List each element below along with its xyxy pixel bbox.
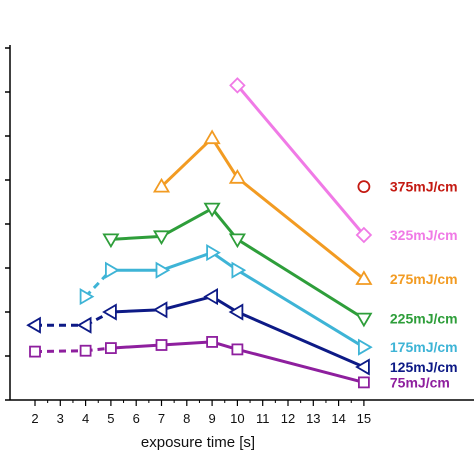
series-segment <box>110 308 162 314</box>
series-375mJ/cm <box>357 180 371 194</box>
series-75mJ/cm <box>29 336 370 389</box>
data-point-triangle-right <box>155 261 171 279</box>
data-point-square <box>79 344 92 357</box>
x-tick-label: 9 <box>208 411 215 426</box>
data-point-square <box>231 343 244 356</box>
data-point-diamond <box>355 226 373 244</box>
data-point-square <box>105 342 117 354</box>
series-segment <box>237 347 365 384</box>
data-point-circle <box>357 180 371 194</box>
data-point-triangle-right <box>231 261 247 279</box>
data-point-triangle-down <box>228 233 246 249</box>
x-tick-label: 8 <box>183 411 190 426</box>
data-point-triangle-left <box>102 303 117 321</box>
data-point-square <box>357 376 370 389</box>
data-point-triangle-left <box>26 316 41 334</box>
legend-label: 275mJ/cm <box>390 271 458 287</box>
data-point-square <box>155 339 168 351</box>
data-point-triangle-up <box>203 129 221 145</box>
data-point-triangle-right <box>206 244 221 262</box>
legend-label: 375mJ/cm <box>390 179 458 195</box>
series-segment <box>110 234 162 241</box>
x-tick-label: 13 <box>306 411 320 426</box>
series-segment <box>160 207 213 238</box>
series-175mJ/cm <box>79 244 373 356</box>
data-point-triangle-down <box>355 312 373 328</box>
data-point-triangle-up <box>152 177 171 193</box>
x-tick-label: 6 <box>133 411 140 426</box>
x-axis-title: exposure time [s] <box>141 434 255 451</box>
x-tick-label: 4 <box>82 411 89 426</box>
data-point-triangle-down <box>152 230 171 246</box>
x-tick-label: 3 <box>57 411 64 426</box>
data-point-triangle-down <box>203 202 221 218</box>
series-segment <box>161 340 213 347</box>
data-point-diamond <box>229 77 246 94</box>
x-tick-label: 7 <box>158 411 165 426</box>
data-point-triangle-right <box>357 338 373 356</box>
y-axis-ticks <box>5 47 10 401</box>
data-point-triangle-left <box>203 288 219 306</box>
data-point-triangle-down <box>102 233 120 249</box>
legend-label: 325mJ/cm <box>390 227 458 243</box>
series-segment <box>236 268 365 349</box>
series-segment <box>236 310 365 369</box>
series-layer <box>26 77 373 389</box>
legend-label: 175mJ/cm <box>390 339 458 355</box>
series-segment <box>236 238 365 320</box>
x-tick-label: 14 <box>331 411 345 426</box>
series-segment <box>236 84 366 236</box>
series-325mJ/cm <box>229 77 373 244</box>
series-segment <box>110 343 162 350</box>
series-segment <box>210 137 239 179</box>
series-segment <box>161 251 213 272</box>
x-tick-label: 5 <box>107 411 114 426</box>
series-segment <box>160 137 214 188</box>
series-segment <box>161 295 213 312</box>
data-point-triangle-left <box>76 316 92 334</box>
series-275mJ/cm <box>152 129 373 285</box>
series-225mJ/cm <box>102 202 373 328</box>
data-point-triangle-up <box>228 169 246 184</box>
data-point-triangle-right <box>105 261 120 279</box>
x-tick-label: 11 <box>256 411 270 426</box>
x-tick-label: 15 <box>357 411 371 426</box>
series-segment <box>34 349 86 354</box>
series-125mJ/cm <box>26 288 370 376</box>
legend-label: 225mJ/cm <box>390 311 458 327</box>
x-tick-label: 12 <box>281 411 295 426</box>
x-tick-label: 2 <box>31 411 38 426</box>
data-point-square <box>29 345 41 358</box>
data-point-triangle-right <box>79 288 95 306</box>
series-segment <box>236 176 365 281</box>
data-point-square <box>206 336 219 348</box>
data-point-triangle-left <box>152 301 168 319</box>
data-point-triangle-up <box>355 270 373 285</box>
legend-label: 75mJ/cm <box>390 374 450 390</box>
x-axis-ticks: 2 3 4 5 6 7 8 9 10 11 12 13 14 15 <box>31 400 371 426</box>
data-point-triangle-left <box>355 358 370 376</box>
x-tick-label: 10 <box>230 411 244 426</box>
data-point-triangle-left <box>228 303 244 321</box>
legend-label: 125mJ/cm <box>390 359 458 375</box>
